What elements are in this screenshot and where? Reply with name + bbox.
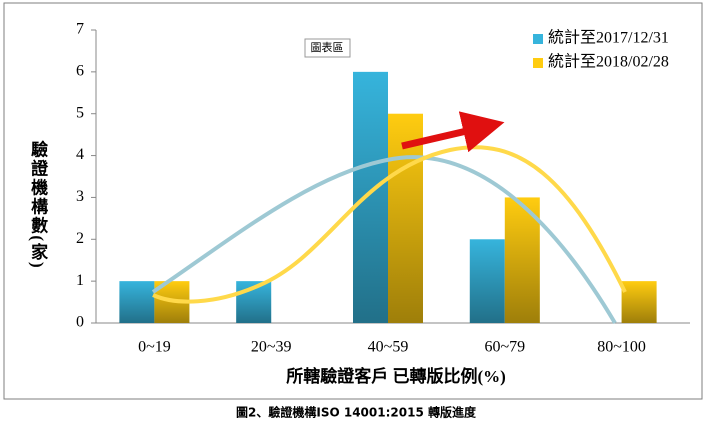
y-tick-label: 2 [76, 230, 84, 247]
y-tick-label: 1 [76, 272, 84, 289]
y-tick-label: 5 [76, 104, 84, 121]
y-axis-title: 驗證機構數(家) [28, 139, 48, 269]
y-tick-label: 4 [76, 146, 84, 163]
arrow [401, 111, 505, 153]
caption: 圖2、驗證機構ISO 14001:2015 轉版進度 [236, 405, 477, 420]
legend-label: 統計至2017/12/31 [548, 29, 669, 47]
y-tick-label: 6 [76, 63, 84, 80]
y-tick-label: 7 [76, 21, 84, 38]
y-tick-label: 3 [76, 188, 84, 205]
legend-swatch [533, 34, 543, 44]
bar-shade [119, 281, 155, 323]
legend-label: 統計至2018/02/28 [548, 53, 669, 71]
bar-shade [469, 239, 505, 323]
bar-shade [353, 71, 388, 323]
annotation: 圖表區 [311, 40, 344, 54]
x-tick-label: 20~39 [251, 339, 292, 356]
legend-swatch [533, 58, 543, 68]
x-tick-label: 60~79 [484, 339, 525, 356]
annotation-box [304, 38, 351, 58]
bar-shade [621, 281, 657, 323]
trend-curve [151, 155, 617, 325]
x-tick-label: 0~19 [138, 339, 171, 356]
trend-curve [152, 145, 627, 304]
x-tick-label: 80~100 [597, 339, 646, 356]
x-axis-title: 所轄驗證客戶 已轉版比例(%) [286, 366, 506, 386]
y-tick-label: 0 [76, 314, 84, 331]
x-tick-label: 40~59 [368, 339, 409, 356]
